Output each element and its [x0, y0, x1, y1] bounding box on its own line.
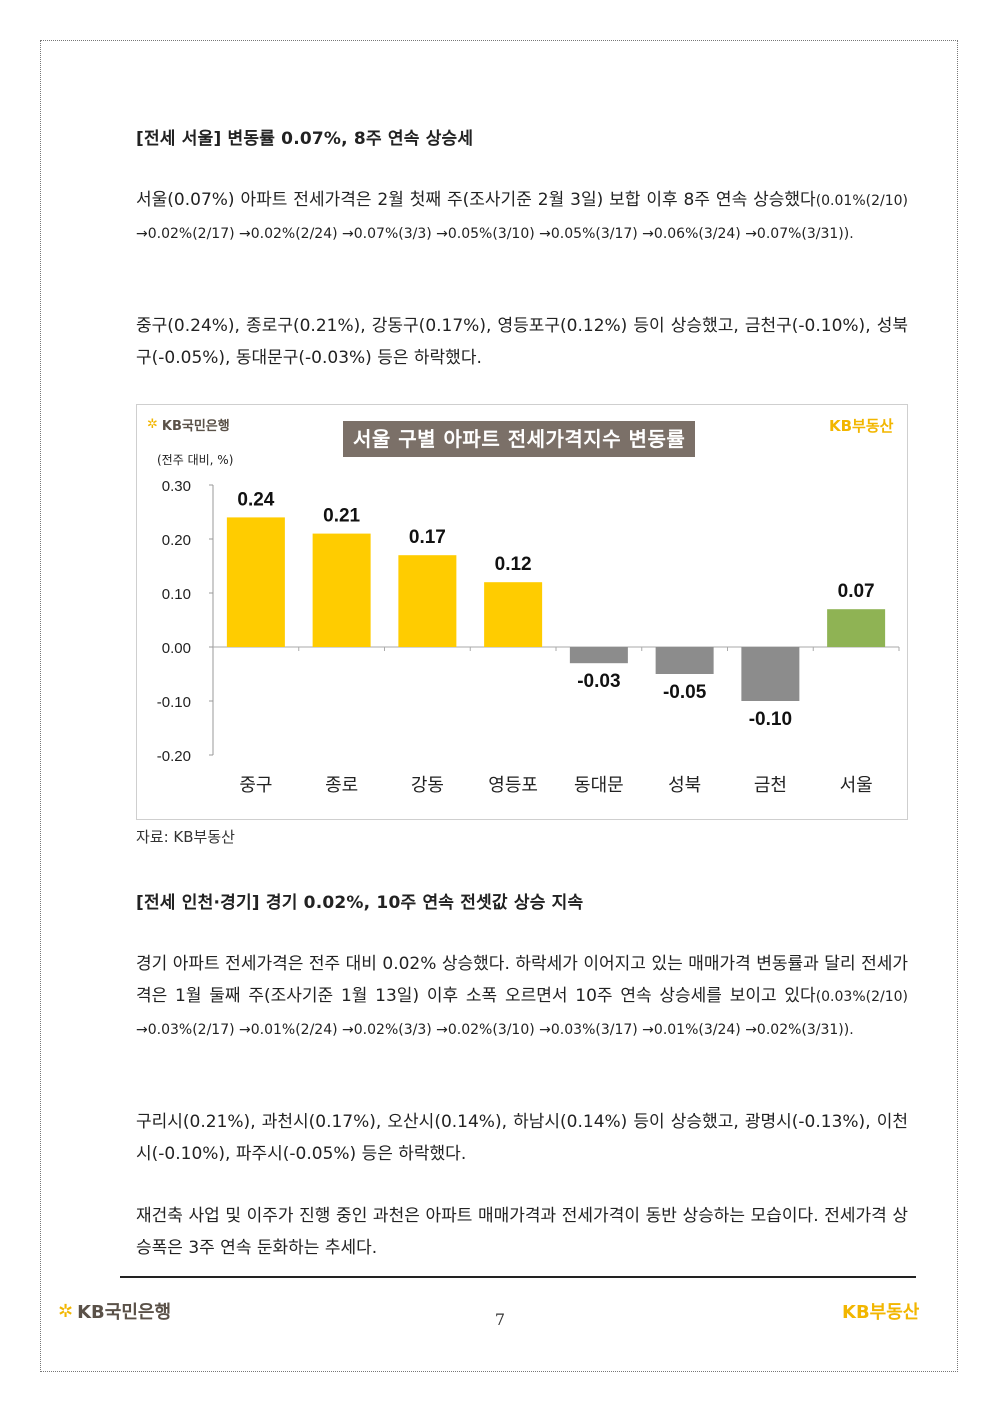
bar-value-label: 0.12 [495, 554, 532, 575]
x-category-label: 종로 [325, 775, 358, 795]
section1-p1-main: 서울(0.07%) 아파트 전세가격은 2월 첫째 주(조사기준 2월 3일) … [136, 190, 816, 210]
bar [827, 609, 886, 647]
bar-chart: 0.30 0.20 0.10 0.00 -0.10 -0.20 0.24 중구 0.21 종로 0.… [157, 478, 900, 795]
bar-value-label: 0.07 [838, 581, 875, 602]
y-tick-label: -0.10 [157, 694, 191, 711]
y-tick-label: 0.30 [162, 478, 191, 495]
section1-heading: [전세 서울] 변동률 0.07%, 8주 연속 상승세 [136, 129, 474, 149]
bar-value-label: -0.05 [663, 682, 707, 703]
x-category-label: 서울 [840, 775, 873, 795]
chart-bank-logo-text: KB국민은행 [161, 419, 230, 434]
x-category-label: 영등포 [488, 775, 538, 795]
y-tick-label: 0.10 [162, 586, 191, 603]
section1-p1-dates: (0.01%(2/10) →0.02%(2/17) →0.02%(2/24) →… [136, 193, 908, 242]
bar [741, 647, 800, 701]
section1-paragraph-2: 중구(0.24%), 종로구(0.21%), 강동구(0.17%), 영등포구(… [136, 316, 908, 368]
chart-title: 서울 구별 아파트 전세가격지수 변동률 [343, 421, 696, 457]
footer-brand-logo: KB부동산 [842, 1298, 919, 1324]
chart-panel: ✲ KB국민은행 서울 구별 아파트 전세가격지수 변동률 KB부동산 (전주 … [136, 404, 908, 820]
footer-brand-logo-text: KB부동산 [842, 1302, 920, 1323]
bar-value-label: -0.03 [577, 671, 620, 692]
chart-brand-logo: KB부동산 [829, 415, 893, 436]
section2-p1-main: 경기 아파트 전세가격은 전주 대비 0.02% 상승했다. 하락세가 이어지고… [136, 954, 908, 1006]
y-tick-label: -0.20 [157, 748, 191, 765]
bar [312, 533, 371, 647]
kb-star-icon: ✲ [147, 417, 158, 432]
page-frame [40, 40, 958, 1372]
bar [398, 555, 457, 647]
x-category-label: 성북 [668, 775, 701, 795]
chart-unit-label: (전주 대비, %) [157, 453, 234, 467]
bar [569, 647, 628, 664]
chart-brand-logo-text: KB부동산 [829, 417, 894, 435]
y-tick-label: 0.00 [162, 640, 191, 657]
section1-paragraph-1: 서울(0.07%) 아파트 전세가격은 2월 첫째 주(조사기준 2월 3일) … [136, 184, 908, 250]
bar [655, 647, 714, 674]
x-category-label: 중구 [239, 775, 272, 795]
section2-paragraph-3: 재건축 사업 및 이주가 진행 중인 과천은 아파트 매매가격과 전세가격이 동… [136, 1206, 908, 1258]
footer-bank-logo: ✲ KB국민은행 [58, 1298, 171, 1324]
y-tick-label: 0.20 [162, 532, 191, 549]
section2-paragraph-2: 구리시(0.21%), 과천시(0.17%), 오산시(0.14%), 하남시(… [136, 1112, 908, 1164]
section2-p1-dates: (0.03%(2/10) →0.03%(2/17) →0.01%(2/24) →… [136, 989, 908, 1038]
chart-bank-logo: ✲ KB국민은행 [147, 415, 230, 434]
bar-value-label: 0.21 [323, 506, 360, 527]
section2-heading: [전세 인천·경기] 경기 0.02%, 10주 연속 전셋값 상승 지속 [136, 893, 584, 913]
bar [226, 517, 285, 647]
section2-paragraph-1: 경기 아파트 전세가격은 전주 대비 0.02% 상승했다. 하락세가 이어지고… [136, 948, 908, 1046]
footer-rule [120, 1276, 916, 1278]
x-category-label: 동대문 [574, 775, 624, 795]
chart-source: 자료: KB부동산 [136, 828, 235, 846]
bar [484, 582, 543, 647]
bar-value-label: -0.10 [749, 709, 792, 730]
footer-bank-logo-text: KB국민은행 [77, 1302, 172, 1323]
bar-value-label: 0.24 [237, 489, 274, 510]
x-category-label: 강동 [411, 775, 444, 795]
page-number: 7 [494, 1310, 506, 1329]
x-category-label: 금천 [754, 775, 787, 795]
bar-value-label: 0.17 [409, 527, 446, 548]
kb-star-icon: ✲ [58, 1300, 74, 1322]
